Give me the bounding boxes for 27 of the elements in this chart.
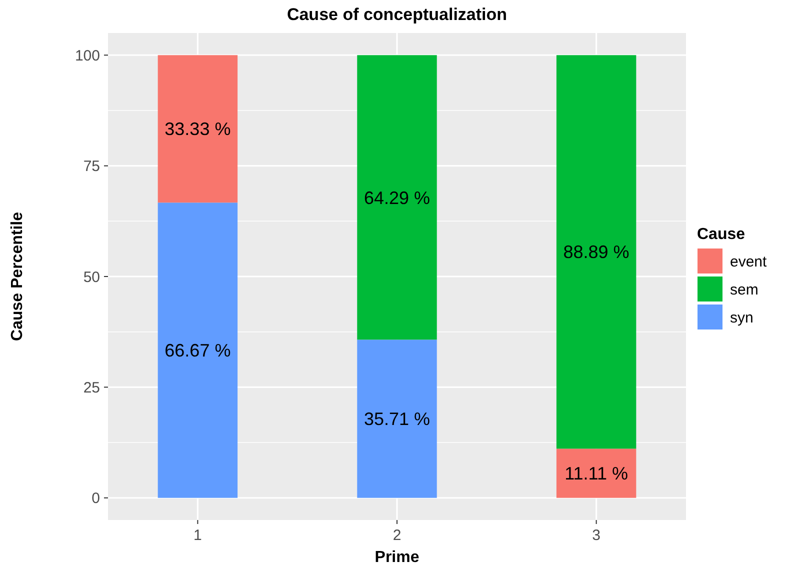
data-label: 64.29 % [364,188,430,208]
data-label: 33.33 % [164,119,231,140]
data-label: 66.67 % [164,340,231,361]
bar [158,55,238,203]
bar [556,448,636,498]
y-tick-label: 75 [83,158,100,176]
y-tick-label: 0 [92,490,100,508]
legend-title: Cause [697,226,746,243]
x-tick-label: 1 [194,527,202,544]
bar [158,202,238,498]
data-label: 88.89 % [563,242,630,262]
bar [357,340,437,498]
legend-label: event [730,253,768,270]
data-label: 11.11 % [564,464,628,484]
y-tick-label: 50 [83,268,100,286]
chart-title: Cause of conceptualization [286,5,508,24]
y-axis-title: Cause Percentile [9,212,26,341]
y-tick-label: 100 [74,47,100,64]
bar [556,55,636,449]
y-tick-label: 25 [83,379,100,396]
x-tick-label: 3 [592,527,600,544]
legend-label: syn [730,309,754,326]
x-axis-title: Prime [374,549,420,566]
data-label: 35.71 % [364,409,430,430]
legend-label: sem [730,281,758,298]
bar [357,55,437,340]
x-tick-label: 2 [392,527,402,544]
